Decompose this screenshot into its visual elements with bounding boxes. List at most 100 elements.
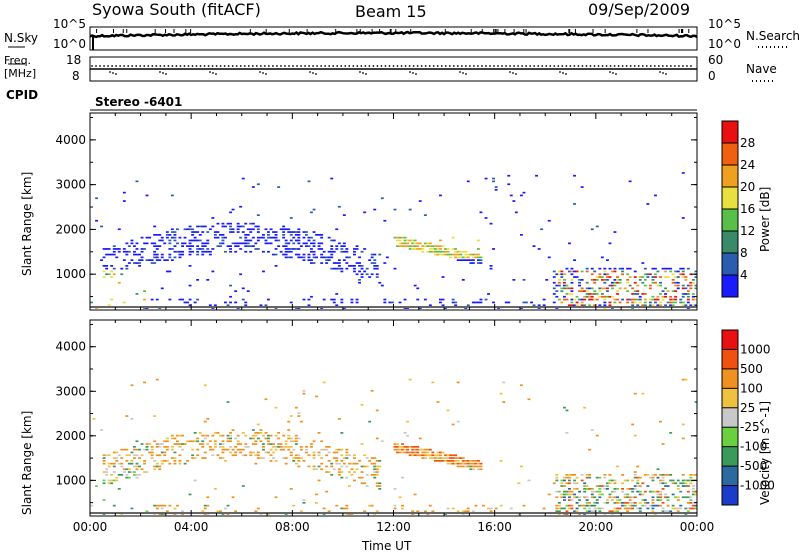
power-echo-cell — [666, 276, 670, 278]
velocity-echo-cell — [563, 499, 566, 501]
power-echo-cell — [608, 267, 612, 270]
power-echo-cell — [153, 262, 157, 264]
nave-dot — [597, 65, 600, 67]
power-echo-cell — [145, 194, 149, 197]
velocity-echo-cell — [373, 465, 377, 468]
velocity-echo-cell — [110, 479, 114, 482]
velocity-echo-cell — [469, 465, 473, 468]
velocity-echo-cell — [178, 443, 182, 445]
power-echo-cell — [608, 295, 612, 298]
power-echo-cell — [611, 281, 614, 284]
nsky-trace — [89, 30, 698, 39]
velocity-echo-cell — [201, 457, 205, 459]
power-echo-cell — [353, 267, 356, 270]
power-echo-cell — [181, 253, 184, 256]
velocity-echo-cell — [494, 507, 498, 510]
velocity-echo-cell — [611, 490, 614, 493]
velocity-echo-cell — [456, 381, 460, 384]
velocity-echo-cell — [568, 493, 571, 496]
velocity-echo-cell — [155, 446, 159, 448]
velocity-echo-cell — [125, 448, 129, 451]
power-echo-cell — [102, 248, 106, 250]
power-echo-cell — [560, 301, 564, 304]
power-echo-cell — [686, 298, 690, 301]
velocity-echo-cell — [669, 432, 673, 434]
power-echo-cell — [464, 307, 468, 309]
power-echo-cell — [613, 267, 617, 270]
velocity-echo-cell — [145, 448, 149, 451]
power-echo-cell — [674, 298, 678, 301]
nave-dot — [336, 65, 339, 67]
power-echo-cell — [312, 242, 316, 245]
power-echo-cell — [150, 298, 154, 301]
power-echo-cell — [454, 253, 458, 256]
power-echo-cell — [353, 253, 356, 256]
power-echo-cell — [365, 267, 369, 270]
nave-dot — [139, 65, 142, 67]
velocity-echo-cell — [305, 451, 308, 454]
power-echo-cell — [337, 265, 341, 267]
velocity-echo-cell — [122, 468, 126, 471]
power-echo-cell — [613, 279, 617, 281]
power-echo-cell — [213, 234, 217, 236]
velocity-echo-cell — [155, 462, 159, 465]
velocity-echo-cell — [411, 513, 415, 515]
power-echo-cell — [213, 231, 217, 233]
power-echo-cell — [312, 239, 316, 242]
velocity-echo-cell — [320, 448, 324, 451]
power-echo-cell — [398, 239, 402, 242]
power-echo-cell — [413, 284, 417, 287]
velocity-echo-cell — [320, 440, 324, 443]
power-echo-cell — [413, 245, 417, 247]
velocity-echo-cell — [337, 471, 341, 473]
velocity-echo-cell — [181, 510, 184, 513]
power-echo-cell — [686, 267, 690, 270]
power-echo-cell — [555, 284, 559, 287]
power-echo-cell — [446, 248, 450, 250]
power-echo-cell — [170, 248, 174, 250]
power-echo-cell — [383, 262, 387, 264]
velocity-echo-cell — [158, 468, 162, 471]
velocity-echo-cell — [477, 465, 480, 468]
power-echo-cell — [570, 287, 574, 290]
power-echo-cell — [643, 279, 647, 281]
power-echo-cell — [479, 262, 483, 264]
power-echo-cell — [664, 270, 667, 273]
power-echo-cell — [117, 248, 121, 250]
power-echo-cell — [590, 273, 594, 276]
velocity-echo-cell — [686, 490, 690, 493]
nave-dot — [593, 65, 596, 67]
power-echo-cell — [342, 242, 346, 245]
velocity-echo-cell — [213, 432, 217, 434]
power-echo-cell — [211, 225, 215, 228]
velocity-echo-cell — [464, 465, 468, 468]
velocity-echo-cell — [163, 460, 167, 462]
power-echo-cell — [173, 236, 177, 239]
power-echo-cell — [565, 298, 569, 301]
nave-drop-dot — [515, 73, 517, 75]
velocity-echo-cell — [585, 499, 589, 501]
velocity-echo-cell — [213, 443, 217, 445]
power-echo-cell — [246, 290, 250, 292]
velocity-echo-cell — [145, 443, 149, 445]
nave-drop-dot — [412, 72, 414, 74]
velocity-echo-cell — [251, 443, 255, 445]
velocity-echo-cell — [112, 471, 116, 473]
nave-drop-dot — [362, 72, 364, 74]
velocity-echo-cell — [393, 504, 397, 507]
velocity-echo-cell — [403, 448, 407, 451]
power-echo-cell — [542, 304, 546, 307]
velocity-echo-cell — [656, 499, 660, 501]
velocity-echo-cell — [651, 496, 655, 499]
velocity-echo-cell — [593, 490, 597, 493]
nave-dot — [420, 65, 423, 67]
power-echo-cell — [643, 267, 647, 270]
nave-dot — [609, 65, 612, 67]
velocity-echo-cell — [360, 443, 364, 445]
power-echo-cell — [631, 298, 635, 301]
velocity-echo-cell — [676, 510, 680, 513]
velocity-echo-cell — [191, 454, 195, 457]
velocity-echo-cell — [396, 448, 399, 451]
velocity-echo-cell — [691, 485, 695, 487]
